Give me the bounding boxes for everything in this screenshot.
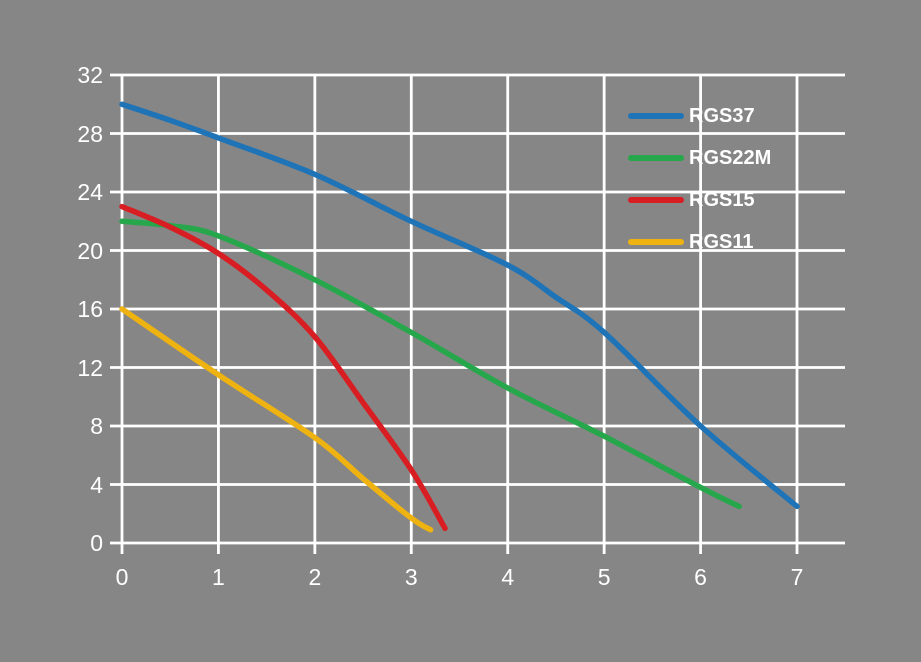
- x-tick-label: 0: [115, 564, 129, 590]
- series-curve-rgs15: [119, 203, 448, 532]
- legend-label-rgs22m: RGS22M: [689, 146, 772, 169]
- y-tick-label: 24: [77, 179, 103, 205]
- legend-label-rgs11: RGS11: [689, 230, 754, 253]
- legend-label-rgs37: RGS37: [689, 104, 755, 127]
- x-tick-label: 3: [404, 564, 418, 590]
- x-tick-label: 2: [308, 564, 322, 590]
- series-curve-rgs22m: [119, 218, 742, 510]
- series-curve-rgs11: [119, 306, 434, 533]
- legend-swatch-rgs22m-icon: [628, 155, 684, 161]
- legend-label-rgs15: RGS15: [689, 188, 755, 211]
- legend-swatch-rgs37-icon: [628, 113, 684, 119]
- legend-swatch-rgs11-icon: [628, 239, 684, 245]
- y-tick-label: 20: [77, 237, 103, 264]
- y-tick-label: 0: [90, 530, 103, 556]
- y-tick-label: 8: [90, 413, 103, 439]
- legend-swatch-rgs15-icon: [628, 197, 684, 203]
- y-tick-label: 32: [77, 62, 103, 88]
- legend-item-rgs15: RGS15: [628, 179, 771, 221]
- legend-item-rgs22m: RGS22M: [628, 137, 771, 179]
- legend: RGS37 RGS22M RGS15 RGS11: [628, 95, 771, 263]
- y-tick-label: 28: [77, 120, 103, 147]
- y-tick-label: 4: [90, 471, 103, 498]
- x-tick-label: 7: [790, 564, 804, 590]
- y-tick-label: 12: [77, 354, 103, 381]
- y-tick-label: 16: [77, 296, 103, 322]
- x-tick-label: 6: [694, 564, 707, 590]
- x-tick-label: 5: [597, 564, 611, 590]
- legend-item-rgs37: RGS37: [628, 95, 771, 137]
- legend-item-rgs11: RGS11: [628, 221, 771, 263]
- series-curve-rgs37: [119, 101, 800, 510]
- x-tick-label: 1: [212, 564, 225, 590]
- x-tick-label: 4: [501, 564, 515, 590]
